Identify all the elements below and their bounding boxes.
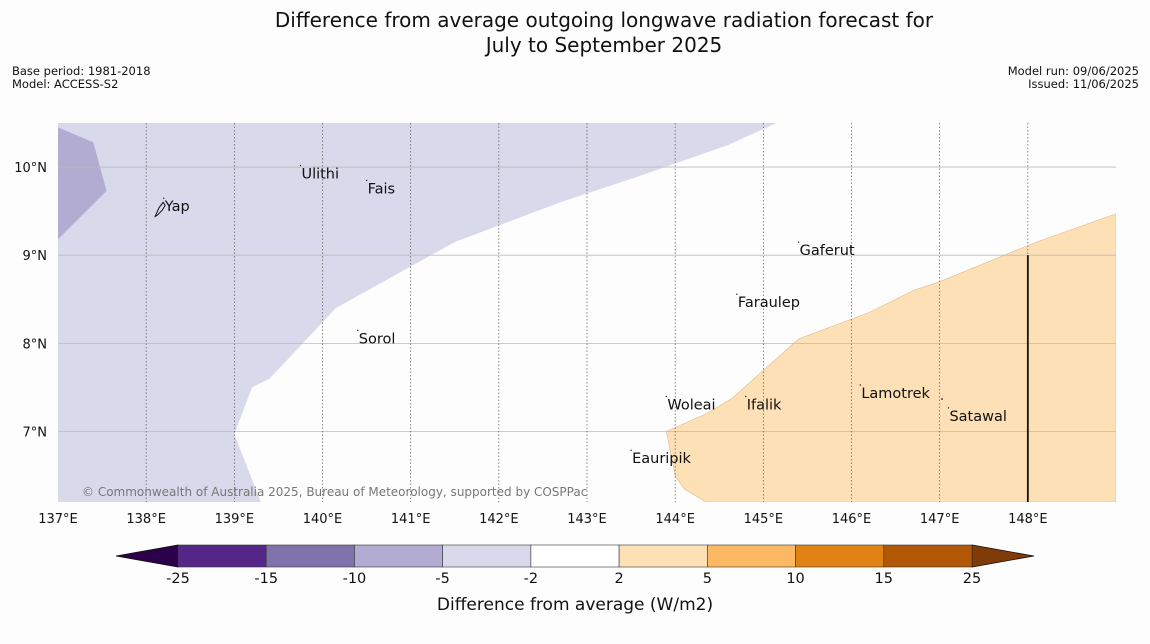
island-marker [665,395,668,398]
colorbar-tick-label: -25 [166,571,190,587]
lon-tick-label: 142°E [479,512,519,527]
issued-text: Issued: 11/06/2025 [1028,77,1139,91]
anomaly-layer [58,123,1116,502]
colorbar-tick-label: 5 [703,571,712,587]
colorbar-tick-label: -10 [343,571,367,587]
lon-tick-label: 148°E [1008,512,1048,527]
colorbar-segment [265,544,355,568]
place-label-woleai: Woleai [667,397,715,413]
meta-left: Base period: 1981-2018 Model: ACCESS-S2 [12,65,151,91]
island-marker [630,449,632,451]
model-text: Model: ACCESS-S2 [12,77,119,91]
place-label-satawal: Satawal [949,409,1006,425]
anomaly-region-2 [666,213,1116,502]
colorbar-tick-label: 15 [875,571,893,587]
island-marker [745,395,747,398]
island-marker [947,407,950,409]
lat-tick-label: 8°N [23,337,48,352]
place-label-ifalik: Ifalik [747,397,782,413]
colorbar-title: Difference from average (W/m2) [437,595,713,615]
lat-tick-label: 7°N [23,425,48,440]
colorbar-tick-label: -5 [435,571,449,587]
place-label-faraulep: Faraulep [738,295,800,311]
lon-tick-label: 144°E [655,512,695,527]
colorbar-tick-label: 2 [614,571,623,587]
lon-tick-label: 146°E [832,512,872,527]
model-run-text: Model run: 09/06/2025 [1007,64,1139,78]
meta-right: Model run: 09/06/2025 Issued: 11/06/2025 [1008,65,1139,91]
island-marker [365,179,368,182]
island-marker [797,241,800,243]
colorbar-extend-low [115,544,179,568]
place-label-gaferut: Gaferut [800,243,855,259]
colorbar-tick-label: 25 [963,571,981,587]
lon-tick-label: 139°E [215,512,255,527]
place-label-lamotrek: Lamotrek [861,386,930,402]
copyright-text: © Commonwealth of Australia 2025, Bureau… [82,485,587,499]
lat-tick-label: 10°N [14,161,47,176]
map-title: Difference from average outgoing longwav… [0,8,1150,58]
colorbar-tick-label: -2 [524,571,538,587]
title-line-1: Difference from average outgoing longwav… [274,8,934,32]
lon-tick-label: 141°E [391,512,431,527]
colorbar-segment [177,544,267,568]
lon-tick-label: 145°E [744,512,784,527]
lat-tick-label: 9°N [23,249,48,264]
island-marker [941,398,943,400]
lon-tick-label: 138°E [126,512,166,527]
lon-tick-label: 137°E [38,512,78,527]
island-marker [736,293,738,295]
title-line-2: July to September 2025 [485,33,723,57]
colorbar-segment [530,544,620,568]
lon-tick-label: 140°E [303,512,343,527]
colorbar-segment [883,544,973,568]
lon-tick-label: 147°E [920,512,960,527]
anomaly-region-0 [58,123,777,502]
place-label-yap: Yap [164,199,190,215]
colorbar: -25 -15 -10 -5 -2 2 5 10 15 25 [115,544,1035,587]
colorbar-segment [354,544,443,568]
place-label-sorol: Sorol [359,331,396,347]
colorbar-segment [618,544,708,568]
yap-island-outline [154,201,166,218]
island-marker [357,329,359,332]
colorbar-tick-label: -15 [254,571,278,587]
anomaly-region-1 [58,127,107,240]
island-marker [299,164,302,167]
place-label-ulithi: Ulithi [301,167,339,183]
colorbar-extend-high [971,544,1035,568]
lon-tick-label: 143°E [567,512,607,527]
colorbar-tick-label: 10 [786,571,804,587]
colorbar-segment [707,544,796,568]
base-period-text: Base period: 1981-2018 [12,64,151,78]
island-marker [859,384,862,386]
island-marker [163,197,165,199]
place-label-eauripik: Eauripik [632,451,691,467]
colorbar-segment [795,544,885,568]
place-label-fais: Fais [368,182,395,198]
colorbar-segment [442,544,532,568]
map-frame: 10°N 9°N 8°N 7°N 137°E 138°E 139°E 140°E 141°E 14… [14,123,1116,527]
